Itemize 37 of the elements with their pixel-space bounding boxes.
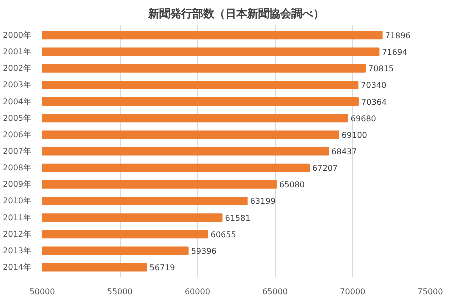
y-tick-label: 2009年: [3, 180, 32, 190]
data-label: 68437: [332, 148, 358, 156]
chart-title: 新聞発行部数（日本新聞協会調べ）: [148, 8, 324, 20]
data-label: 71896: [385, 31, 411, 40]
data-label: 65080: [280, 180, 305, 190]
y-tick-label: 2001年: [3, 48, 32, 57]
data-label: 71694: [382, 48, 408, 58]
data-label: 70340: [361, 81, 387, 90]
data-label: 56719: [150, 264, 176, 273]
data-label: 70815: [368, 64, 394, 74]
x-tick-label: 75000: [418, 288, 444, 296]
y-tick-label: 2003年: [3, 80, 32, 90]
y-tick-label: 2014年: [3, 263, 32, 272]
y-tick-label: 2011年: [3, 213, 32, 222]
y-tick-label: 2013年: [3, 246, 32, 256]
x-tick-label: 65000: [262, 288, 288, 296]
x-tick-label: 50000: [30, 288, 56, 296]
y-tick-label: 2004年: [3, 97, 32, 106]
data-label: 59396: [191, 246, 217, 256]
data-label: 61581: [225, 214, 251, 223]
y-tick-label: 2005年: [3, 114, 32, 123]
x-tick-label: 60000: [184, 288, 210, 296]
data-label: 69100: [342, 130, 368, 140]
y-tick-label: 2007年: [3, 147, 32, 156]
y-tick-label: 2006年: [3, 130, 32, 140]
x-tick-label: 55000: [107, 288, 133, 296]
data-label: 70364: [362, 98, 387, 107]
data-label: 67207: [312, 164, 338, 174]
y-tick-label: 2010年: [3, 196, 32, 206]
data-label: 69680: [350, 114, 376, 124]
y-tick-label: 2000年: [3, 30, 32, 40]
data-label: 60655: [210, 230, 236, 240]
y-tick-label: 2012年: [3, 230, 32, 239]
x-tick-label: 70000: [340, 288, 366, 296]
y-tick-label: 2002年: [3, 64, 32, 74]
y-tick-label: 2008年: [3, 164, 32, 173]
data-label: 63199: [250, 197, 276, 206]
